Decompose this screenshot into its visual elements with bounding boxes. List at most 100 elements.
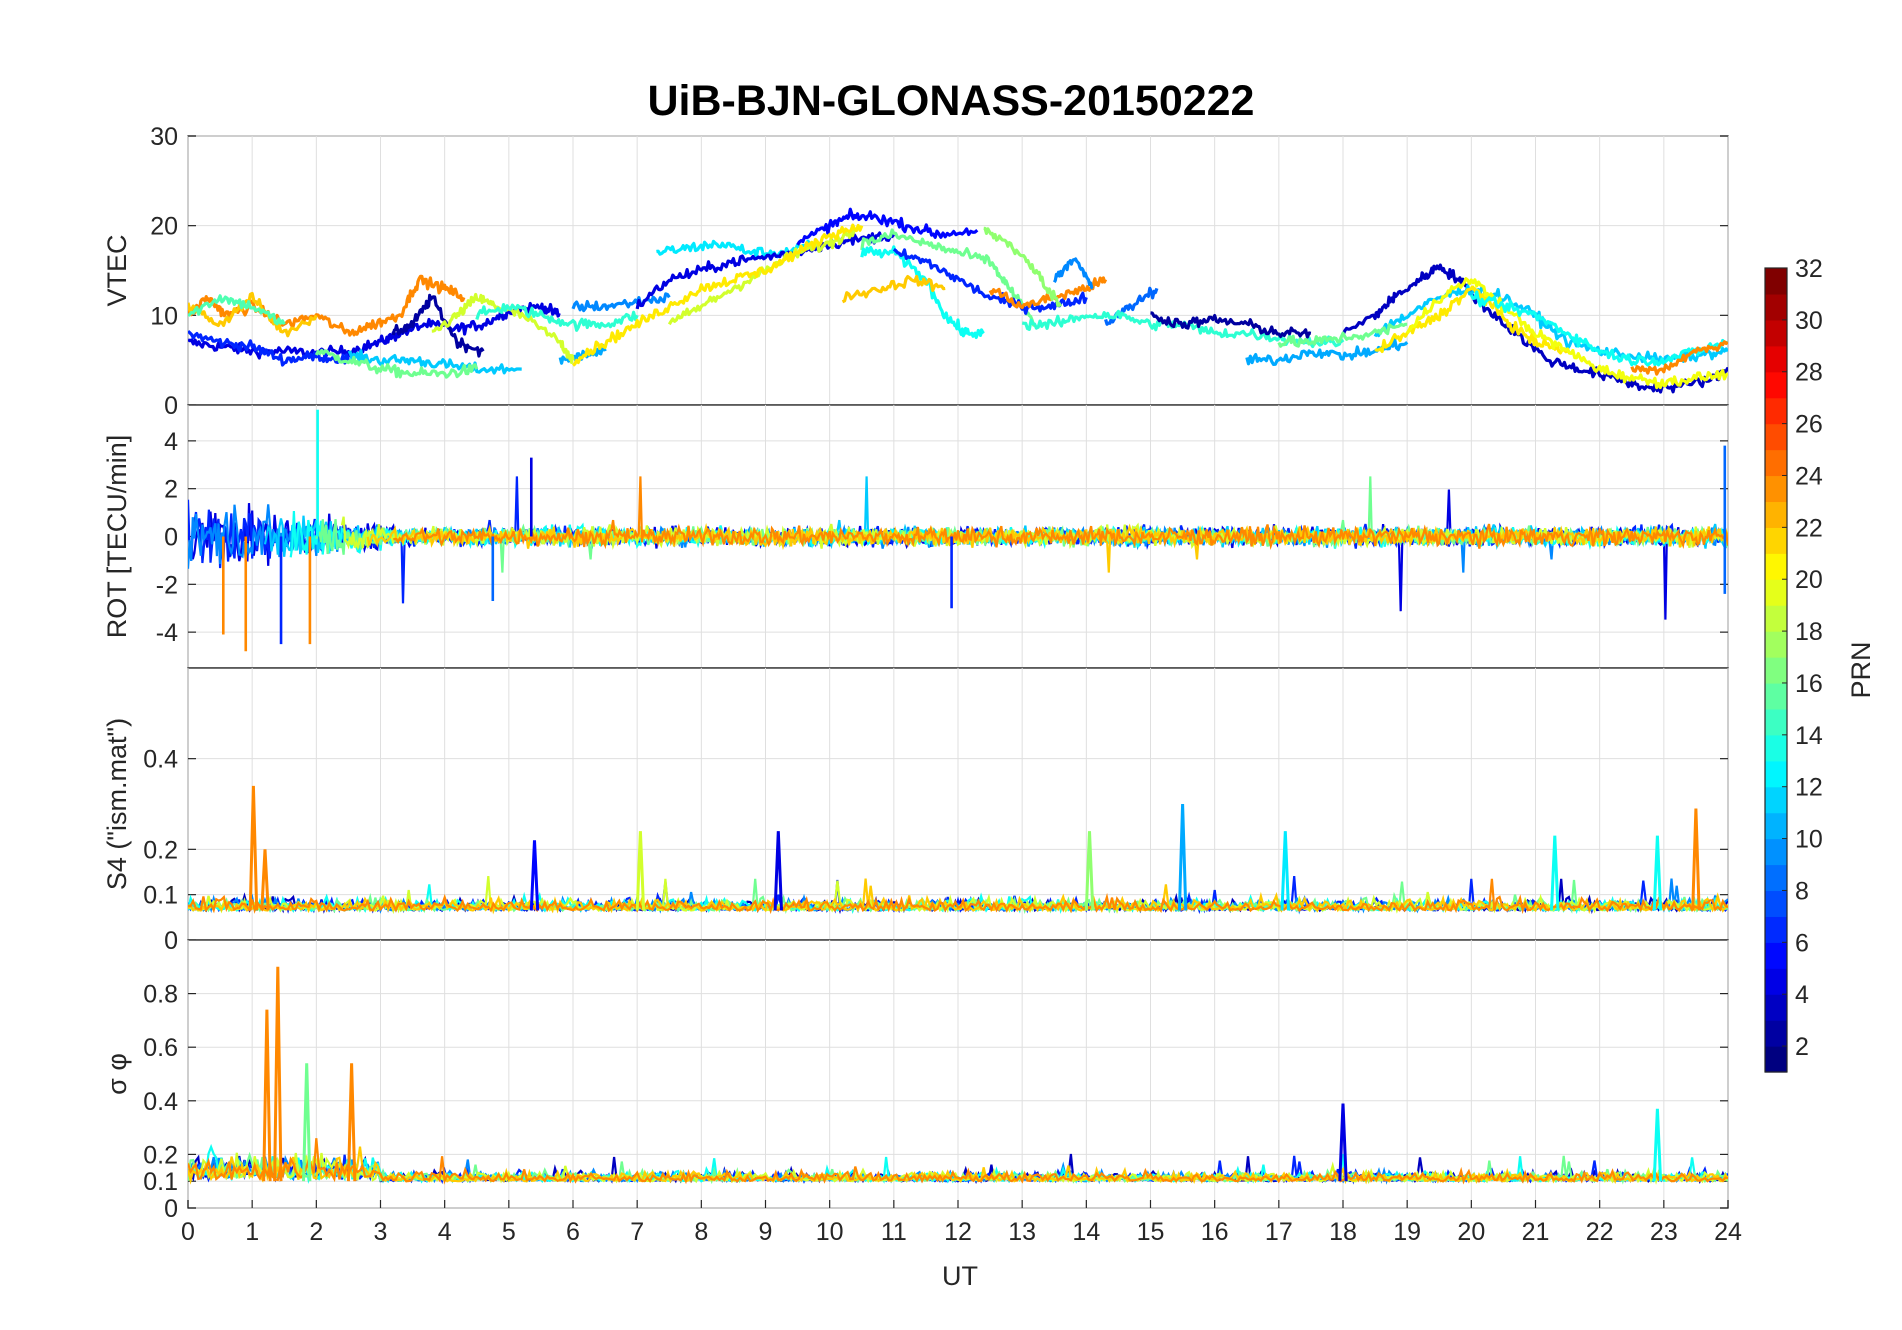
vtec-series-prn-16 — [860, 228, 1036, 327]
x-tick-label: 4 — [438, 1218, 452, 1246]
colorbar-segment — [1765, 890, 1787, 917]
panel-s4: 0 0.1 0.2 0.4 S4 ("ism.mat") — [102, 667, 1729, 955]
y-tick-label: 0.1 — [143, 1168, 178, 1196]
vtec-series-prn-22 — [188, 291, 318, 338]
y-tick-label: 0 — [164, 524, 178, 552]
colorbar-tick-label: 22 — [1795, 514, 1823, 542]
s4-spike-prn-24 — [1691, 808, 1701, 911]
colorbar-segment — [1765, 268, 1787, 295]
colorbar-tick-label: 26 — [1795, 411, 1823, 439]
vtec-series-prn-6 — [188, 330, 350, 367]
y-tick-label: 30 — [150, 123, 178, 151]
panel-rot: -4 -2 0 2 4 ROT [TECU/min] — [102, 404, 1729, 669]
colorbar-tick-label: 8 — [1795, 877, 1809, 905]
colorbar-tick-label: 14 — [1795, 722, 1823, 750]
colorbar-tick-label: 28 — [1795, 359, 1823, 387]
colorbar-segment — [1765, 760, 1787, 788]
colorbar-segment — [1765, 475, 1787, 503]
vtec-series-prn-17 — [983, 226, 1063, 308]
colorbar-segment — [1765, 942, 1787, 969]
colorbar-segment — [1765, 371, 1787, 399]
vtec-series-prn-6 — [892, 247, 1088, 315]
x-tick-label: 16 — [1201, 1218, 1229, 1246]
y-tick-label: 4 — [164, 428, 178, 456]
sigma_phi-spike-prn-16 — [302, 1063, 312, 1182]
x-tick-label: 2 — [309, 1218, 323, 1246]
y-tick-label: 0.8 — [143, 981, 178, 1009]
x-tick-label: 24 — [1714, 1218, 1742, 1246]
vtec-series-prn-24 — [188, 274, 466, 337]
s4-spike-prn-19 — [635, 831, 646, 911]
s4-spike-prn-13 — [1652, 835, 1663, 911]
colorbar-segment — [1765, 345, 1787, 373]
colorbar-tick-label: 6 — [1795, 929, 1809, 957]
vtec-series-prn-4 — [635, 231, 896, 310]
s4-spike-prn-24 — [248, 785, 259, 911]
colorbar-segment — [1765, 631, 1787, 658]
rot-series-prn-24 — [392, 476, 1728, 550]
y-axis-label-vtec: VTEC — [102, 234, 132, 306]
colorbar-segment — [1765, 838, 1787, 866]
colorbar-segment — [1765, 293, 1787, 321]
y-tick-label: 0.4 — [143, 1088, 178, 1116]
colorbar-tick-label: 30 — [1795, 307, 1823, 335]
y-tick-label: 0 — [164, 392, 178, 420]
colorbar-segment — [1765, 423, 1787, 451]
vtec-series-prn-2 — [1150, 311, 1312, 339]
x-tick-label: 21 — [1522, 1218, 1550, 1246]
y-tick-label: 0.4 — [143, 746, 178, 774]
x-tick-label: 15 — [1137, 1218, 1165, 1246]
vtec-series-prn-13 — [860, 245, 985, 340]
x-tick-label: 23 — [1650, 1218, 1678, 1246]
y-tick-label: 0 — [164, 1195, 178, 1223]
colorbar-segment — [1765, 319, 1787, 347]
vtec-series-prn-21 — [571, 223, 864, 367]
y-tick-label: 2 — [164, 476, 178, 504]
vtec-series-prn-24 — [1630, 340, 1728, 376]
s4-spike-prn-13 — [1550, 835, 1560, 911]
sigma_phi-spike-prn-24 — [273, 966, 283, 1182]
vtec-series-prn-22 — [841, 274, 946, 304]
y-tick-label: 0.1 — [143, 882, 178, 910]
vtec-series-prn-16 — [1277, 322, 1408, 348]
colorbar-label: PRN — [1846, 641, 1876, 698]
x-tick-label: 20 — [1457, 1218, 1485, 1246]
panel-data-s4 — [188, 785, 1728, 915]
y-tick-label: 0.2 — [143, 1141, 178, 1169]
y-tick-label: -4 — [156, 619, 178, 647]
x-tick-label: 19 — [1393, 1218, 1421, 1246]
colorbar-segment — [1765, 527, 1787, 554]
sigma_phi-spike-prn-4 — [1338, 1103, 1348, 1182]
colorbar-segment — [1765, 397, 1787, 425]
colorbar-segment — [1765, 994, 1787, 1021]
vtec-series-prn-21 — [1374, 285, 1569, 355]
colorbar-tick-label: 4 — [1795, 981, 1809, 1009]
colorbar-segment — [1765, 968, 1787, 995]
vtec-series-prn-13 — [1469, 290, 1728, 367]
vtec-series-prn-8 — [1104, 286, 1159, 326]
colorbar-segment — [1765, 786, 1787, 814]
s4-series-prn-24 — [188, 878, 1728, 915]
colorbar-segment — [1765, 812, 1787, 840]
x-tick-label: 0 — [181, 1218, 195, 1246]
s4-spike-prn-4 — [773, 831, 783, 911]
colorbar-tick-label: 32 — [1795, 255, 1823, 283]
colorbar-segment — [1765, 501, 1787, 528]
y-tick-label: -2 — [156, 571, 178, 599]
colorbar-tick-label: 16 — [1795, 670, 1823, 698]
vtec-series-prn-11 — [347, 349, 522, 375]
panel-data-vtec — [188, 207, 1728, 394]
panel-sigma_phi: 00.10.2 0.4 0.6 0.8 σ φ — [102, 939, 1729, 1223]
colorbar-tick-label: 12 — [1795, 774, 1823, 802]
colorbar-segment — [1765, 657, 1787, 684]
x-axis-label: UT — [942, 1261, 978, 1291]
vtec-series-prn-9 — [1052, 257, 1094, 290]
colorbar-tick-label: 2 — [1795, 1033, 1809, 1061]
colorbar-segment — [1765, 916, 1787, 943]
vtec-series-prn-4 — [188, 301, 561, 360]
x-tick-label: 1 — [245, 1218, 259, 1246]
s4-spike-prn-17 — [1084, 831, 1095, 911]
y-axis-label-rot: ROT [TECU/min] — [102, 435, 132, 639]
